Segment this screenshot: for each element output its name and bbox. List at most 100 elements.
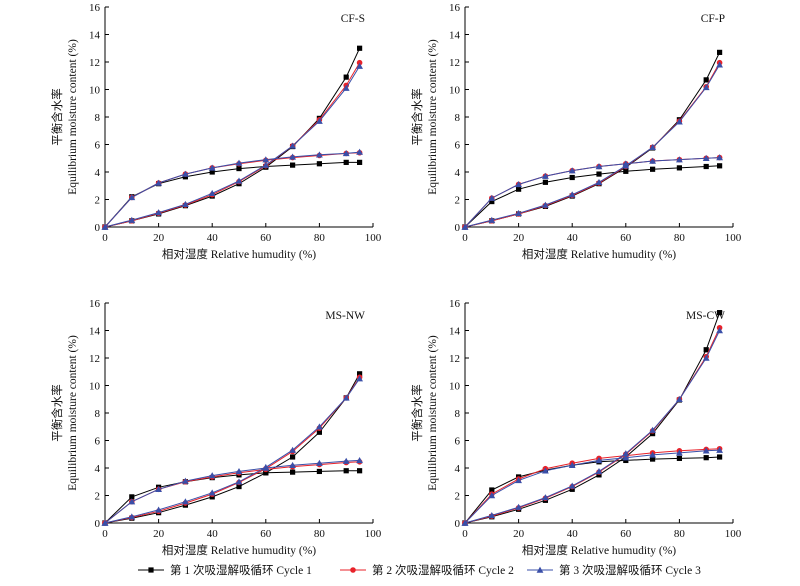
data-point (702, 447, 710, 454)
series-line (104, 62, 361, 228)
data-point (595, 457, 603, 464)
data-point (289, 446, 296, 453)
data-point (128, 216, 136, 223)
data-point (316, 161, 322, 167)
x-axis-title: 相对湿度 Relative humudity (%) (162, 543, 316, 557)
series-line (104, 373, 361, 524)
data-point (289, 142, 296, 149)
data-point (622, 160, 630, 167)
data-point (717, 49, 723, 55)
data-point (595, 163, 603, 170)
data-point (155, 209, 162, 216)
data-point (515, 503, 522, 510)
data-point (703, 77, 709, 83)
data-point (343, 468, 349, 474)
data-point (542, 179, 548, 185)
data-point (488, 512, 496, 519)
y-tick-label: 0 (455, 518, 461, 530)
data-point (649, 143, 656, 150)
y-tick-label: 12 (449, 353, 460, 365)
y-tick-label: 4 (95, 463, 101, 475)
data-point (208, 189, 216, 197)
x-tick-label: 60 (620, 232, 632, 244)
y-tick-label: 8 (95, 408, 101, 420)
data-point (128, 513, 136, 520)
y-tick-label: 8 (455, 408, 461, 420)
y-axis-title-en: Equilibrium moisture content (%) (427, 39, 439, 195)
data-point (182, 170, 189, 177)
data-point (703, 347, 709, 353)
x-tick-label: 100 (725, 528, 742, 540)
y-tick-label: 16 (89, 2, 101, 14)
chart-panel: 0 2 4 6 8 10 12 14 16 0 20 40 60 80 100 相对湿度 Relative h… (50, 2, 382, 261)
data-point (676, 118, 683, 125)
data-point (236, 165, 242, 172)
y-tick-label: 4 (95, 167, 101, 179)
data-point (290, 454, 296, 460)
y-tick-label: 2 (95, 491, 101, 503)
series-line (464, 62, 721, 228)
data-point (262, 161, 270, 168)
x-tick-label: 80 (314, 232, 326, 244)
panel-label: CF-P (701, 13, 725, 25)
data-point (101, 223, 109, 230)
data-point (568, 482, 576, 489)
data-point (128, 194, 136, 201)
data-point (716, 61, 723, 68)
y-tick-label: 2 (455, 195, 461, 207)
y-tick-label: 6 (95, 140, 101, 152)
data-point (516, 186, 522, 192)
data-point (342, 150, 350, 157)
data-point (676, 395, 683, 402)
chart-panel: 0 2 4 6 8 10 12 14 16 0 20 40 60 80 100 相对湿度 Relative h… (410, 298, 742, 557)
x-tick-label: 100 (365, 232, 382, 244)
data-point (182, 477, 189, 484)
data-point (542, 467, 549, 474)
data-point (316, 429, 322, 435)
data-point (596, 171, 602, 177)
y-tick-label: 2 (455, 491, 461, 503)
x-tick-label: 0 (462, 528, 468, 540)
data-point (676, 156, 683, 163)
data-point (342, 394, 350, 401)
data-point (568, 461, 576, 468)
series-line (464, 64, 721, 228)
data-point (649, 157, 656, 164)
data-point (182, 200, 189, 208)
data-point (316, 468, 322, 475)
y-tick-label: 12 (89, 57, 100, 69)
series-line (464, 327, 721, 524)
legend-marker (350, 567, 356, 573)
data-point (717, 310, 723, 316)
series-line (104, 377, 361, 524)
x-tick-label: 40 (207, 528, 219, 540)
data-point (208, 164, 216, 171)
data-point (542, 201, 549, 208)
data-point (717, 163, 723, 169)
x-tick-label: 40 (567, 528, 579, 540)
y-tick-label: 10 (89, 85, 101, 97)
y-tick-label: 10 (449, 85, 461, 97)
legend-label: 第 2 次吸湿解吸循环 Cycle 2 (372, 563, 514, 577)
data-point (155, 506, 162, 513)
x-axis-title: 相对湿度 Relative humudity (%) (522, 543, 676, 557)
y-tick-label: 16 (89, 298, 101, 310)
data-point (488, 194, 496, 201)
panel-label: MS-CW (686, 310, 725, 322)
y-tick-label: 0 (95, 222, 101, 234)
series-line (104, 48, 361, 228)
data-point (235, 177, 243, 184)
data-point (542, 172, 549, 179)
data-point (569, 174, 575, 181)
data-point (128, 498, 136, 505)
data-point (702, 84, 710, 91)
data-point (357, 159, 363, 165)
data-point (623, 457, 629, 464)
data-point (595, 178, 603, 186)
data-point (356, 148, 363, 155)
data-point (208, 489, 216, 496)
legend: 第 1 次吸湿解吸循环 Cycle 1 第 2 次吸湿解吸循环 Cycle 2 第 … (138, 563, 701, 577)
data-point (263, 470, 269, 476)
data-point (676, 449, 683, 456)
